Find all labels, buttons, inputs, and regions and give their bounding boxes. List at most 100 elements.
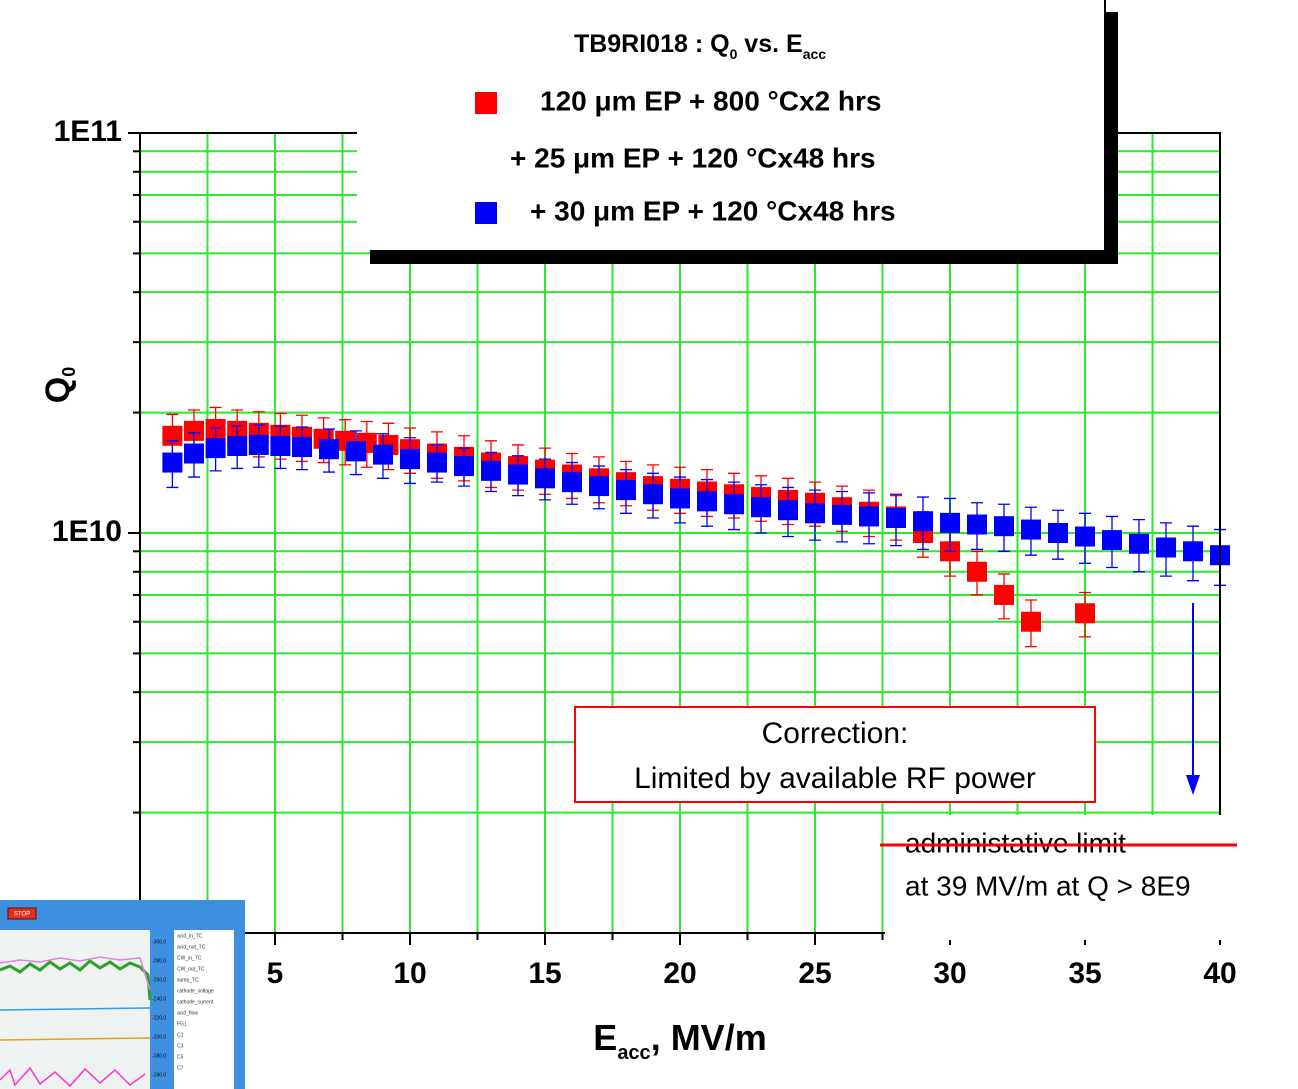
- x-tick-label: 30: [933, 957, 966, 990]
- label-sub: 0: [59, 367, 79, 377]
- point: [1021, 611, 1041, 632]
- point: [1021, 519, 1041, 540]
- inset-label: acid_in_TC: [177, 933, 203, 939]
- inset-label: acid_out_TC: [177, 944, 206, 950]
- point: [292, 437, 312, 458]
- inset-label: C1: [177, 1032, 184, 1038]
- inset-button-text: STOP: [14, 912, 30, 918]
- point: [778, 500, 798, 521]
- inset-axis-label: -280.0: [152, 958, 166, 964]
- point: [697, 491, 717, 512]
- legend-title: TB9RI018 : Q0 vs. Eacc: [574, 30, 826, 62]
- x-tick-label: 40: [1203, 957, 1236, 990]
- point: [1156, 537, 1176, 558]
- inset-axis-label: -260.0: [152, 977, 166, 983]
- point: [994, 584, 1014, 605]
- x-axis-label: Eacc, MV/m: [593, 1017, 766, 1065]
- x-tick-label: 15: [528, 957, 561, 990]
- x-tick-label: 5: [267, 957, 284, 990]
- label-part: Q: [39, 377, 77, 403]
- point: [913, 511, 933, 532]
- inset-axis-label: -300.0: [152, 939, 166, 945]
- series: [162, 424, 1230, 586]
- inset-legend: [174, 930, 234, 1089]
- point: [1129, 533, 1149, 554]
- point: [184, 420, 204, 441]
- y-tick-label: 1E11: [54, 115, 122, 148]
- point: [373, 444, 393, 465]
- point: [162, 452, 183, 473]
- inset-label: CW_in_TC: [177, 955, 202, 961]
- point: [205, 438, 226, 459]
- point: [227, 436, 248, 457]
- point: [589, 476, 609, 497]
- point: [1075, 603, 1095, 624]
- inset-label: C5: [177, 1054, 184, 1060]
- x-tick-label: 10: [393, 957, 426, 990]
- overlay: TB9RI018 : Q0 vs. Eacc 120 μm EP + 800 °…: [39, 0, 1298, 1064]
- y-axis-label: Q0: [39, 367, 79, 403]
- title-part: TB9RI018 : Q: [574, 30, 730, 58]
- limit-box: [885, 815, 1298, 940]
- inset-label: CW_out_TC: [177, 966, 205, 972]
- point: [248, 434, 269, 455]
- point: [724, 494, 744, 515]
- axes: 5 10 15 20 25 30 35 40 1E11 1E10: [52, 115, 1237, 990]
- point: [859, 506, 879, 527]
- point: [832, 504, 852, 525]
- title-sub: 0: [730, 46, 738, 62]
- point: [270, 436, 291, 457]
- inset-trace: [0, 1066, 146, 1088]
- point: [751, 497, 771, 518]
- inset-axis-label: -180.0: [152, 1053, 166, 1059]
- inset-label: C3: [177, 1043, 184, 1049]
- point: [967, 514, 987, 535]
- inset-axis-label: -240.0: [152, 996, 166, 1002]
- label-part: , MV/m: [651, 1017, 767, 1058]
- point: [400, 449, 420, 470]
- y-tick-label: 1E10: [52, 515, 122, 548]
- point: [940, 512, 960, 533]
- point: [1048, 523, 1068, 543]
- legend-marker: [475, 92, 497, 114]
- point: [1102, 530, 1122, 551]
- point: [346, 441, 366, 462]
- point: [562, 472, 582, 493]
- inset-label: FG1: [177, 1021, 187, 1027]
- inset-axis-label: -200.0: [152, 1034, 166, 1040]
- point: [508, 464, 528, 485]
- annotation: administative limit: [905, 827, 1126, 858]
- x-tick-label: 20: [663, 957, 696, 990]
- inset-axis-label: -220.0: [152, 1015, 166, 1021]
- inset-screenshot: STOP acid_in_TC acid_out_TC CW_in_TC CW_out…: [0, 900, 245, 1089]
- point: [1183, 541, 1203, 562]
- point: [535, 468, 555, 489]
- point: [454, 456, 474, 477]
- point: [616, 480, 636, 501]
- inset-trace: [0, 1007, 151, 1011]
- inset-label: cathode_voltage: [177, 988, 214, 994]
- correction-box: [574, 706, 1096, 803]
- annotation: Correction:: [762, 717, 909, 750]
- annotation: at 39 MV/m at Q > 8E9: [905, 870, 1191, 901]
- inset-trace: [0, 959, 152, 1001]
- x-tick-label: 35: [1068, 957, 1101, 990]
- plot: [162, 406, 1230, 648]
- inset-trace: [0, 1037, 151, 1041]
- inset-axis-label: -160.0: [152, 1072, 166, 1078]
- legend-label: 120 μm EP + 800 °Cx2 hrs: [540, 85, 881, 116]
- title-sub: acc: [803, 46, 827, 62]
- point: [670, 488, 690, 509]
- label-part: E: [593, 1017, 617, 1058]
- point: [427, 452, 447, 473]
- inset-label: cathode_current: [177, 999, 214, 1005]
- legend-label: + 30 μm EP + 120 °Cx48 hrs: [530, 195, 896, 226]
- inset-button[interactable]: [7, 907, 37, 920]
- point: [184, 443, 204, 464]
- legend-marker: [475, 202, 497, 224]
- point: [1075, 526, 1095, 547]
- x-tick-label: 25: [798, 957, 831, 990]
- point: [886, 508, 906, 529]
- annotation: Limited by available RF power: [634, 762, 1036, 795]
